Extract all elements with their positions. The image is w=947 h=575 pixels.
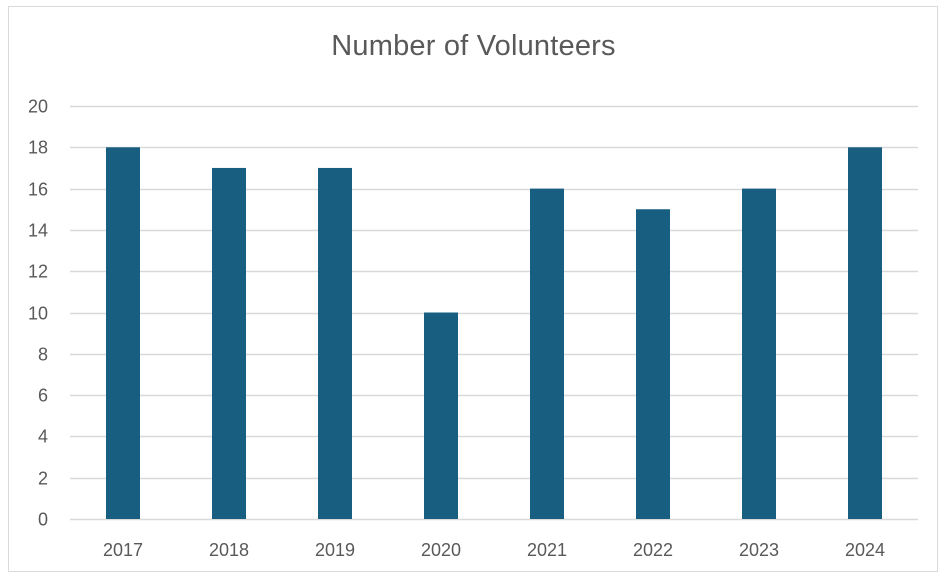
y-tick-label: 8 (38, 345, 48, 365)
bars (106, 147, 882, 520)
bar-2017 (106, 147, 140, 520)
y-tick-label: 4 (38, 427, 48, 447)
y-tick-label: 2 (38, 469, 48, 489)
x-tick-label: 2020 (421, 540, 461, 560)
y-tick-label: 14 (28, 221, 48, 241)
chart-frame (8, 6, 938, 572)
y-tick-label: 16 (28, 180, 48, 200)
y-tick-label: 18 (28, 138, 48, 158)
x-tick-label: 2021 (527, 540, 567, 560)
x-tick-label: 2024 (845, 540, 885, 560)
x-tick-label: 2023 (739, 540, 779, 560)
y-tick-label: 20 (28, 97, 48, 117)
bar-2024 (848, 147, 882, 520)
y-tick-label: 12 (28, 262, 48, 282)
bar-2019 (318, 167, 352, 519)
bar-2018 (212, 167, 246, 519)
y-tick-label: 10 (28, 304, 48, 324)
y-axis-ticks: 0 2 4 6 8 10 12 14 16 18 20 (28, 97, 48, 530)
bar-2021 (530, 188, 564, 519)
x-tick-label: 2022 (633, 540, 673, 560)
bar-2023 (742, 188, 776, 519)
y-tick-label: 0 (38, 510, 48, 530)
x-tick-label: 2017 (103, 540, 143, 560)
bar-2022 (636, 209, 670, 519)
x-axis-ticks: 2017 2018 2019 2020 2021 2022 2023 2024 (103, 540, 885, 560)
x-tick-label: 2019 (315, 540, 355, 560)
gridlines (70, 105, 918, 521)
bar-2020 (424, 312, 458, 519)
chart-title: Number of Volunteers (331, 30, 616, 62)
x-tick-label: 2018 (209, 540, 249, 560)
y-tick-label: 6 (38, 386, 48, 406)
